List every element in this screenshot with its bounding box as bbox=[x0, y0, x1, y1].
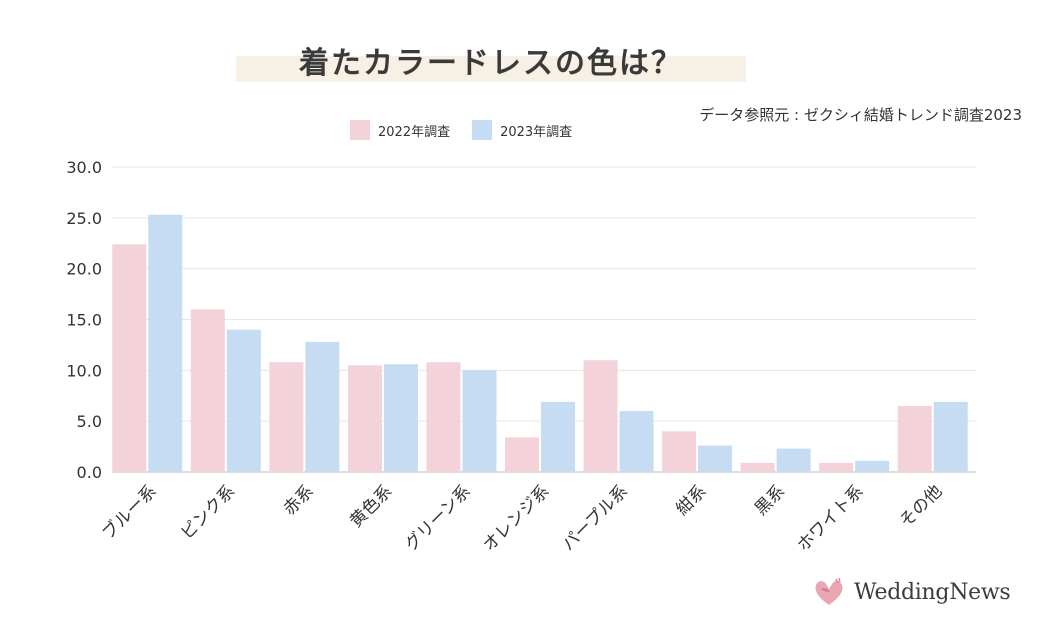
y-tick-label: 25.0 bbox=[66, 209, 102, 228]
y-tick-label: 5.0 bbox=[77, 412, 102, 431]
x-tick-label: その他 bbox=[896, 481, 946, 531]
bar-2023-2 bbox=[226, 329, 261, 472]
chart-legend: 2022年調査 2023年調査 bbox=[350, 120, 572, 140]
y-tick-label: 30.0 bbox=[66, 158, 102, 177]
legend-swatch-2022 bbox=[350, 120, 370, 140]
x-tick-label: 黒系 bbox=[751, 481, 789, 519]
y-tick-label: 20.0 bbox=[66, 260, 102, 279]
x-tick-label: パープル系 bbox=[559, 481, 633, 555]
bar-2022-3 bbox=[269, 362, 304, 472]
legend-swatch-2023 bbox=[472, 120, 493, 140]
bar-2022-6 bbox=[505, 437, 539, 472]
bar-2022-11 bbox=[897, 405, 932, 472]
bar-2023-1 bbox=[148, 214, 183, 473]
y-tick-label: 15.0 bbox=[66, 311, 102, 330]
legend-item-2022: 2022年調査 bbox=[350, 120, 450, 140]
x-tick-label: 黄色系 bbox=[346, 481, 396, 531]
bar-2023-11 bbox=[933, 401, 968, 472]
y-tick-label: 10.0 bbox=[66, 361, 102, 380]
x-tick-label: ホワイト系 bbox=[793, 481, 867, 555]
data-source-note: データ参照元 : ゼクシィ結婚トレンド調査2023 bbox=[699, 106, 1022, 124]
legend-item-2023: 2023年調査 bbox=[472, 120, 572, 140]
bar-2023-7 bbox=[619, 411, 654, 472]
bar-2023-4 bbox=[383, 364, 418, 472]
dove-heart-icon bbox=[815, 577, 843, 605]
x-tick-label: 紺系 bbox=[672, 481, 710, 519]
brand-name: WeddingNews bbox=[854, 579, 1011, 605]
bar-2022-2 bbox=[190, 309, 225, 472]
chart-title: 着たカラードレスの色は？ bbox=[299, 46, 683, 81]
bar-2023-3 bbox=[305, 341, 340, 472]
brand-logo: WeddingNews bbox=[812, 575, 1011, 609]
x-tick-label: 赤系 bbox=[280, 481, 318, 519]
bar-2022-9 bbox=[740, 462, 775, 472]
x-tick-label: ピンク系 bbox=[177, 481, 239, 543]
bar-2022-5 bbox=[426, 362, 461, 472]
bar-2022-1 bbox=[112, 244, 147, 472]
title-highlight-band bbox=[236, 56, 746, 82]
bar-2023-6 bbox=[541, 401, 575, 472]
x-tick-label: オレンジ系 bbox=[479, 481, 553, 555]
legend-label-2023: 2023年調査 bbox=[500, 124, 573, 140]
bar-2023-8 bbox=[698, 445, 733, 472]
bar-2022-4 bbox=[347, 365, 382, 472]
bar-2022-8 bbox=[662, 431, 697, 472]
chart-title-block: 着たカラードレスの色は？ bbox=[236, 34, 746, 82]
x-tick-label: ブルー系 bbox=[98, 481, 161, 544]
legend-label-2022: 2022年調査 bbox=[378, 124, 451, 140]
bar-2023-10 bbox=[855, 460, 890, 472]
bar-2022-10 bbox=[819, 462, 854, 472]
bar-2023-9 bbox=[776, 448, 811, 472]
y-tick-label: 0.0 bbox=[77, 463, 102, 482]
bar-2023-5 bbox=[462, 370, 497, 472]
bar-2022-7 bbox=[583, 360, 618, 472]
x-tick-label: グリーン系 bbox=[401, 481, 475, 555]
